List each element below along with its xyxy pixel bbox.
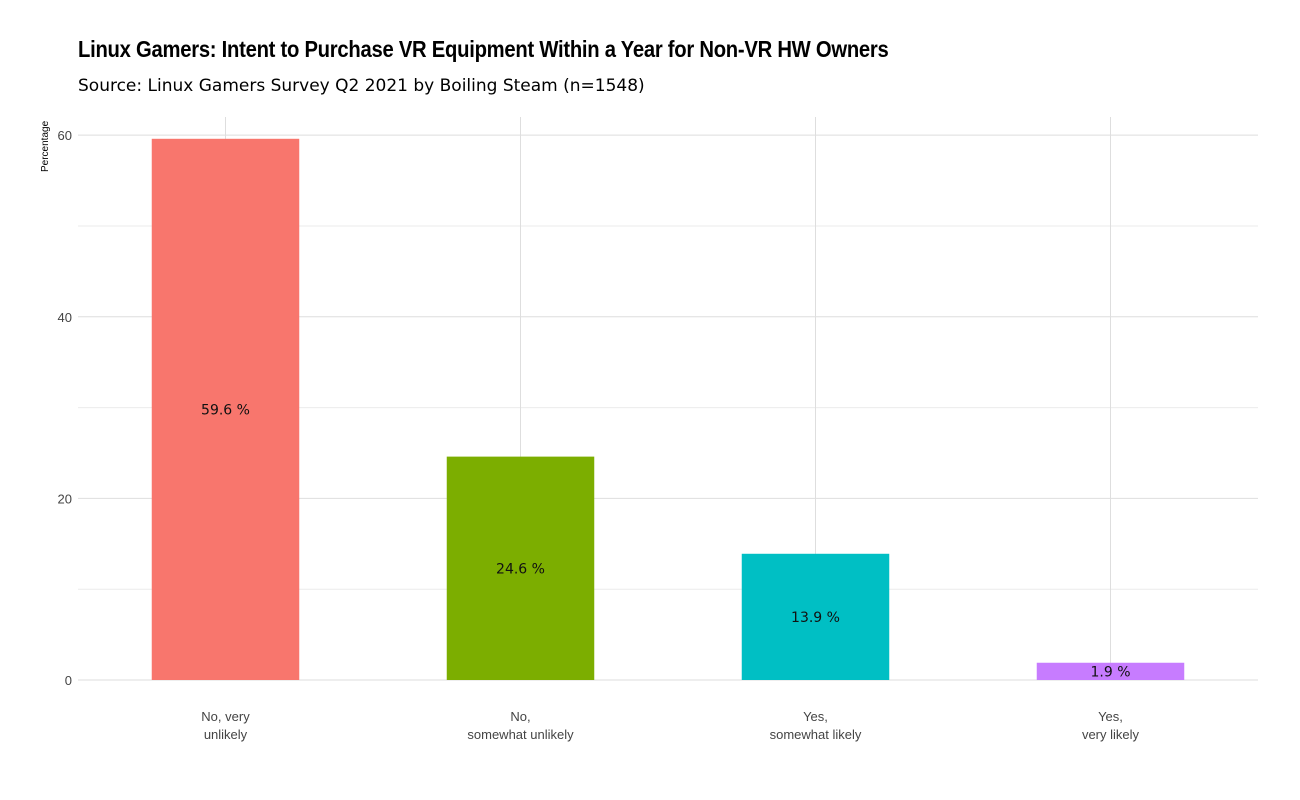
x-tick-label: No, somewhat unlikely [467, 709, 574, 742]
bar [446, 456, 595, 680]
y-axis-ticks: 0 20 40 60 [58, 128, 72, 688]
bar [151, 138, 300, 680]
bar-value-label: 13.9 % [791, 610, 840, 626]
bars [151, 138, 1185, 680]
chart-subtitle: Source: Linux Gamers Survey Q2 2021 by B… [78, 76, 645, 96]
bar [741, 553, 890, 680]
y-tick-label: 20 [58, 491, 72, 506]
bar-value-label: 24.6 % [496, 561, 545, 577]
bar-value-label: 59.6 % [201, 402, 250, 418]
bar [1036, 662, 1185, 680]
x-tick-label: Yes, somewhat likely [770, 709, 862, 742]
x-tick-label: No, very unlikely [201, 709, 250, 742]
chart-title: Linux Gamers: Intent to Purchase VR Equi… [78, 36, 889, 62]
y-tick-label: 0 [65, 673, 72, 688]
x-axis-ticks: No, very unlikely No, somewhat unlikely Yes,… [201, 709, 1139, 742]
x-tick-label: Yes, very likely [1082, 709, 1140, 742]
bar-value-labels: 59.6 % 24.6 % 13.9 % 1.9 % [201, 402, 1130, 680]
y-tick-label: 40 [58, 310, 72, 325]
bar-value-label: 1.9 % [1090, 664, 1130, 680]
y-tick-label: 60 [58, 128, 72, 143]
